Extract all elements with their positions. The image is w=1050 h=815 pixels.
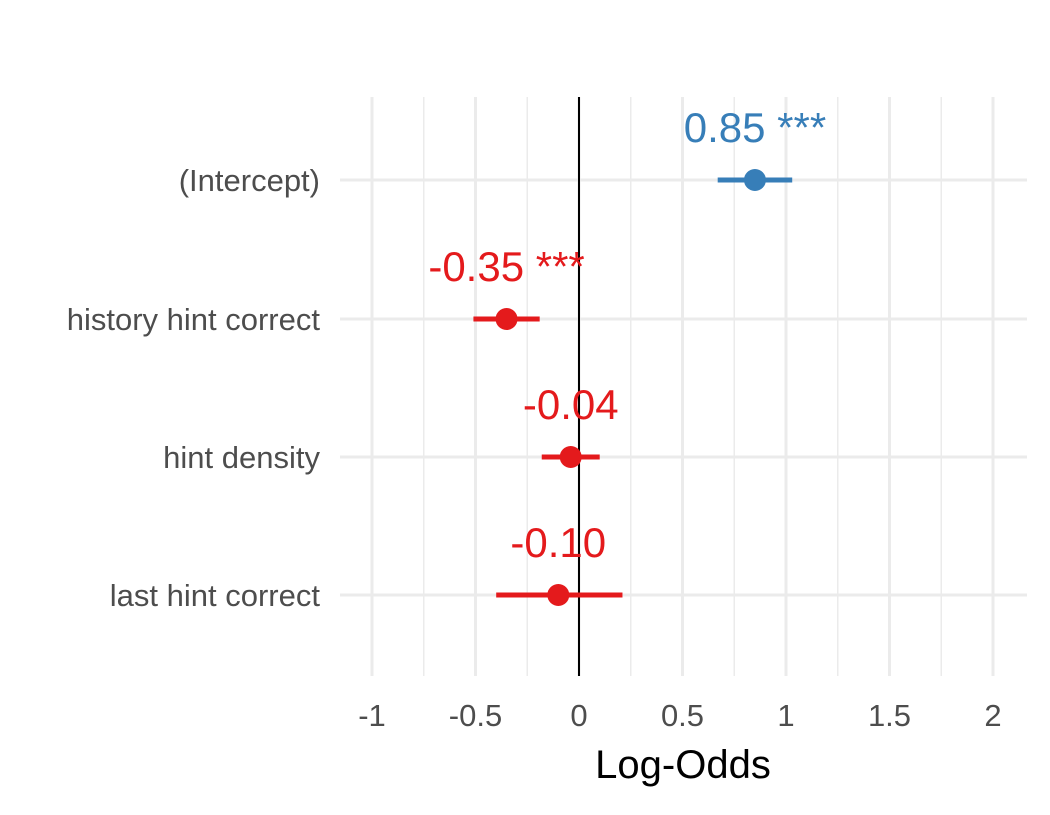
y-tick-label: hint density: [163, 440, 320, 475]
data-marks: [473, 169, 793, 606]
x-tick-label: -1: [358, 698, 386, 733]
axes: -1 -0.5 0 0.5 1 1.5 2: [358, 97, 1002, 733]
grid-lines: [340, 97, 1027, 676]
point-estimate: [743, 169, 766, 191]
point-estimate: [547, 584, 570, 606]
point-estimate: [559, 446, 582, 468]
estimate-annotation: -0.04: [523, 381, 619, 428]
x-axis-title: Log-Odds: [595, 743, 771, 787]
x-tick-label: 2: [984, 698, 1001, 733]
point-estimate: [495, 308, 518, 330]
x-tick-label: 1: [777, 698, 794, 733]
x-tick-label: 1.5: [868, 698, 911, 733]
y-tick-label: last hint correct: [110, 578, 321, 613]
estimate-annotation: -0.10: [510, 519, 606, 566]
x-tick-label: 0.5: [661, 698, 704, 733]
y-tick-label: history hint correct: [67, 302, 321, 337]
labels: (Intercept) 0.85 *** history hint correct -…: [67, 104, 826, 613]
estimate-annotation: -0.35 ***: [428, 243, 584, 290]
estimate-annotation: 0.85 ***: [684, 104, 826, 151]
y-tick-label: (Intercept): [179, 163, 320, 198]
x-tick-label: 0: [570, 698, 587, 733]
x-tick-label: -0.5: [449, 698, 502, 733]
